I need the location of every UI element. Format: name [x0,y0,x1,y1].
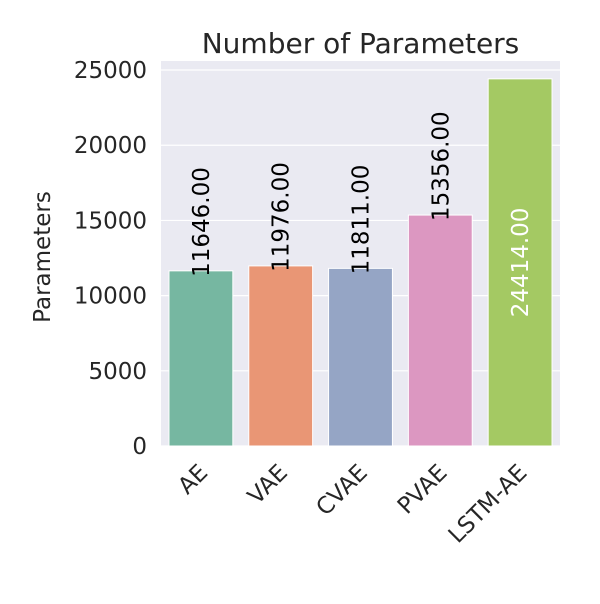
x-tick-label: LSTM-AE [444,460,533,549]
bar-cvae [328,267,393,447]
y-tick-label: 25000 [74,58,147,84]
chart-title: Number of Parameters [202,27,520,60]
bar-vae [248,265,314,447]
bar-value-labels: 11646.00 11976.00 11811.00 15356.00 24414.00 [189,111,534,317]
y-tick-label: 15000 [74,208,147,234]
y-axis-label: Parameters [30,191,56,323]
bar-value-label: 11646.00 [189,167,215,277]
x-tick-label: VAE [243,460,293,510]
x-tick-label: CVAE [312,460,373,521]
bar-ae [168,270,234,447]
bar-value-label: 24414.00 [508,208,534,318]
y-tick-label: 20000 [74,133,147,159]
x-tick-label: AE [173,460,213,500]
bar-value-label: 11811.00 [349,165,375,275]
y-tick-label: 5000 [88,359,147,385]
bar-lstm-ae [487,78,553,447]
y-tick-label: 10000 [74,284,147,310]
x-tick-label: PVAE [393,460,453,520]
bars [168,78,553,447]
y-tick-label: 0 [132,434,147,460]
bar-value-label: 11976.00 [269,162,295,272]
y-axis-ticks: 0 5000 10000 15000 20000 25000 [74,58,147,460]
bar-pvae [407,214,473,447]
bar-value-label: 15356.00 [428,111,454,221]
